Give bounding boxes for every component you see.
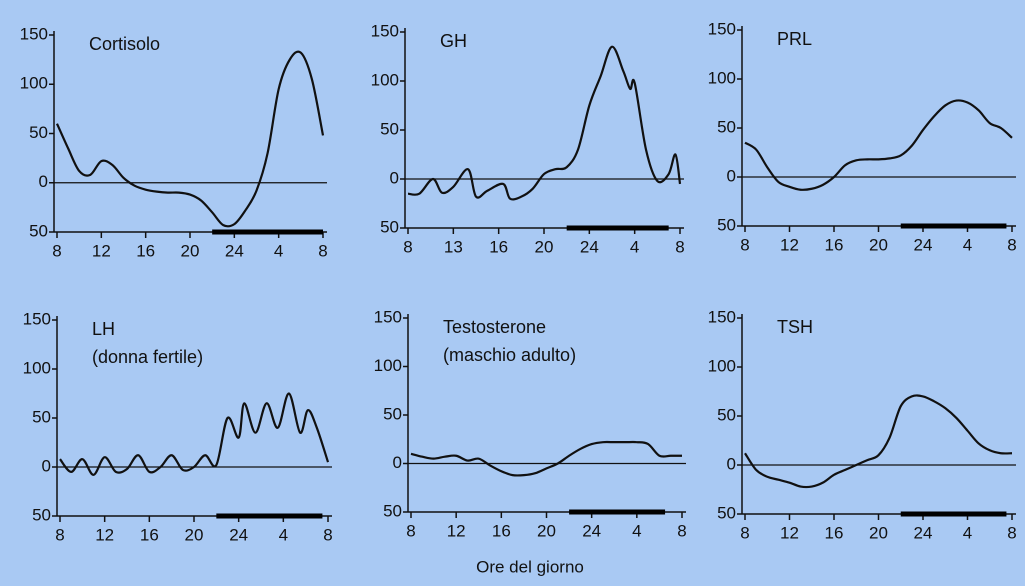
hormone-line <box>744 394 1013 489</box>
panel-title: LH <box>92 319 115 339</box>
x-tick-label: 20 <box>185 525 204 544</box>
x-tick-label: 4 <box>632 521 641 540</box>
y-tick-label: 50 <box>717 117 736 136</box>
y-tick-label: 50 <box>380 119 399 138</box>
x-tick-label: 24 <box>914 235 933 254</box>
panel-subtitle: (donna fertile) <box>92 347 203 367</box>
y-tick-label: 50 <box>32 505 51 524</box>
y-tick-label: 100 <box>708 68 736 87</box>
panel-title: Testosterone <box>443 317 546 337</box>
x-tick-label: 12 <box>447 521 466 540</box>
y-tick-label: 100 <box>371 70 399 89</box>
panel-title: GH <box>440 31 467 51</box>
hormone-line <box>744 99 1013 191</box>
x-tick-label: 20 <box>869 235 888 254</box>
y-tick-label: 0 <box>390 168 399 187</box>
x-tick-label: 24 <box>582 521 601 540</box>
panel-title: PRL <box>777 29 812 49</box>
x-tick-label: 4 <box>274 241 283 260</box>
panel-title: TSH <box>777 317 813 337</box>
y-tick-label: 0 <box>39 172 48 191</box>
y-tick-label: 0 <box>42 456 51 475</box>
y-tick-label: 150 <box>371 21 399 40</box>
y-tick-label: 150 <box>23 309 51 328</box>
hormone-line <box>410 440 682 477</box>
x-tick-label: 8 <box>740 235 749 254</box>
y-tick-label: 150 <box>374 307 402 326</box>
x-tick-label: 8 <box>677 521 686 540</box>
y-tick-label: 50 <box>383 404 402 423</box>
hormone-line <box>407 45 682 201</box>
y-tick-label: 150 <box>20 24 48 43</box>
x-tick-label: 24 <box>580 237 599 256</box>
x-tick-label: 20 <box>181 241 200 260</box>
x-axis-label: Ore del giorno <box>476 557 584 576</box>
x-tick-label: 8 <box>55 525 64 544</box>
panel-subtitle: (maschio adulto) <box>443 345 576 365</box>
x-tick-label: 4 <box>963 235 972 254</box>
x-tick-label: 8 <box>675 237 684 256</box>
y-tick-label: 50 <box>717 503 736 522</box>
x-tick-label: 16 <box>825 523 844 542</box>
x-tick-label: 16 <box>140 525 159 544</box>
y-tick-label: 50 <box>380 217 399 236</box>
x-tick-label: 20 <box>535 237 554 256</box>
x-tick-label: 24 <box>225 241 244 260</box>
x-tick-label: 8 <box>1007 235 1016 254</box>
y-tick-label: 150 <box>708 307 736 326</box>
hormone-line <box>55 50 325 228</box>
x-tick-label: 12 <box>780 235 799 254</box>
x-tick-label: 4 <box>630 237 639 256</box>
x-tick-label: 8 <box>52 241 61 260</box>
hormone-line <box>59 392 330 476</box>
x-tick-label: 20 <box>869 523 888 542</box>
x-tick-label: 12 <box>95 525 114 544</box>
x-tick-label: 8 <box>323 525 332 544</box>
y-tick-label: 50 <box>717 215 736 234</box>
y-tick-label: 50 <box>29 221 48 240</box>
x-tick-label: 12 <box>780 523 799 542</box>
y-tick-label: 50 <box>32 407 51 426</box>
x-tick-label: 16 <box>825 235 844 254</box>
y-tick-label: 100 <box>20 74 48 93</box>
y-tick-label: 0 <box>393 453 402 472</box>
x-tick-label: 24 <box>229 525 248 544</box>
x-tick-label: 16 <box>136 241 155 260</box>
x-tick-label: 12 <box>92 241 111 260</box>
x-tick-label: 24 <box>914 523 933 542</box>
y-tick-label: 50 <box>383 501 402 520</box>
y-tick-label: 100 <box>23 358 51 377</box>
x-tick-label: 8 <box>403 237 412 256</box>
y-tick-label: 50 <box>717 405 736 424</box>
x-tick-label: 8 <box>318 241 327 260</box>
x-tick-label: 8 <box>406 521 415 540</box>
x-tick-label: 16 <box>492 521 511 540</box>
y-tick-label: 100 <box>374 356 402 375</box>
y-tick-label: 0 <box>727 454 736 473</box>
panel-title: Cortisolo <box>89 34 160 54</box>
y-tick-label: 50 <box>29 123 48 142</box>
y-tick-label: 0 <box>727 166 736 185</box>
x-tick-label: 4 <box>963 523 972 542</box>
x-tick-label: 4 <box>279 525 288 544</box>
x-tick-label: 20 <box>537 521 556 540</box>
x-tick-label: 8 <box>740 523 749 542</box>
x-tick-label: 16 <box>489 237 508 256</box>
y-tick-label: 100 <box>708 356 736 375</box>
y-tick-label: 150 <box>708 19 736 38</box>
x-tick-label: 13 <box>444 237 463 256</box>
x-tick-label: 8 <box>1007 523 1016 542</box>
